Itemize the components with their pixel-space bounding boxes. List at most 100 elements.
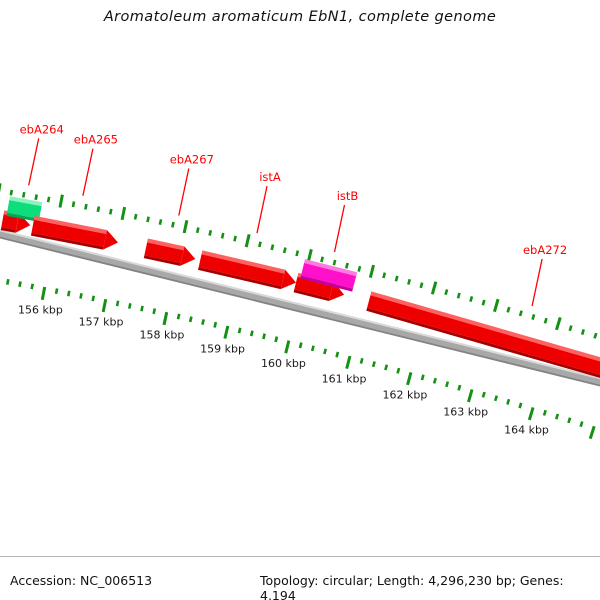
gene-body: [7, 200, 42, 219]
ruler-tick: [579, 421, 584, 428]
ruler-tick: [282, 247, 287, 254]
ruler-tick: [79, 293, 83, 299]
gene-arrowhead: [280, 269, 296, 290]
ruler-tick: [371, 361, 376, 368]
gene-bevel-top: [9, 196, 43, 207]
gene-body: [367, 295, 600, 375]
ruler-tick: [6, 279, 10, 285]
ruler-label: 157 kbp: [79, 316, 124, 329]
gene-label: ebA267: [170, 153, 214, 167]
gene-label: istB: [337, 189, 359, 203]
ruler-tick: [335, 351, 340, 358]
gene-bevel-top: [304, 259, 358, 277]
ruler-tick: [162, 311, 169, 326]
ruler-tick: [406, 372, 413, 386]
ruler-tick: [237, 327, 242, 334]
ruler-tick: [384, 364, 389, 371]
ruler-tick: [0, 183, 2, 193]
gene-arrowhead: [180, 246, 196, 266]
backbone-highlight: [0, 229, 600, 380]
ruler-tick: [359, 357, 364, 364]
gene-label-leader: [82, 148, 94, 196]
ruler-tick: [407, 278, 411, 285]
ruler-tick: [445, 381, 450, 388]
ruler-tick: [382, 272, 387, 279]
gene-label-leader: [178, 168, 190, 216]
ruler-tick: [46, 196, 51, 203]
gene-bevel-bottom: [293, 289, 330, 301]
ruler-tick: [128, 303, 132, 309]
ruler-tick: [249, 330, 254, 337]
accession-text: Accession: NC_006513: [10, 573, 153, 588]
ruler-tick: [394, 275, 399, 282]
upper-ruler: [0, 183, 598, 339]
ruler-tick: [133, 213, 138, 220]
genome-info-text: Topology: circular; Length: 4,296,230 bp…: [260, 573, 564, 600]
ruler-tick: [357, 265, 362, 272]
ruler-tick: [208, 230, 213, 236]
gene-body: [301, 263, 357, 289]
ruler-tick: [115, 300, 120, 307]
gene-bevel-bottom: [198, 267, 282, 290]
gene-bevel-top: [370, 291, 600, 362]
ruler-tick: [270, 244, 275, 251]
ruler-tick: [506, 398, 511, 405]
ruler-tick: [201, 319, 205, 325]
ruler-label: 162 kbp: [382, 389, 427, 402]
ruler-tick: [284, 340, 291, 354]
ruler-tick: [430, 281, 438, 295]
ruler-tick: [323, 348, 327, 355]
ruler-labels: 156 kbp 157 kbp 158 kbp 159 kbp 160 kbp 161 k…: [18, 304, 549, 437]
ruler-tick: [320, 256, 324, 263]
ruler-tick: [518, 402, 523, 409]
ruler-tick: [306, 248, 313, 263]
gene-bevel-bottom: [300, 275, 353, 292]
ruler-tick: [527, 407, 535, 421]
gene-ebA272: [366, 291, 600, 378]
ruler-tick: [419, 282, 424, 289]
gene-labels: ebA264 ebA265 ebA267 istA istB ebA272: [20, 122, 567, 307]
ruler-tick: [40, 286, 47, 301]
ruler-tick: [420, 374, 425, 381]
ruler-tick: [71, 201, 76, 208]
ruler-tick: [543, 317, 548, 324]
ruler-tick: [332, 259, 337, 266]
ruler-tick: [54, 288, 59, 295]
ruler-tick: [171, 221, 175, 228]
ruler-tick: [220, 232, 225, 239]
gene-istA: [198, 250, 296, 290]
ruler-tick: [101, 298, 108, 313]
ruler-tick: [295, 250, 300, 257]
ruler-tick: [531, 314, 536, 320]
ruler-tick: [518, 310, 523, 317]
backbone-shadow: [0, 236, 600, 387]
ruler-tick: [152, 308, 157, 315]
ruler-tick: [469, 296, 474, 302]
ruler-label: 163 kbp: [443, 406, 488, 419]
backbone-body: [0, 231, 600, 385]
gene-label: ebA264: [20, 122, 64, 136]
ruler-tick: [396, 367, 401, 374]
ruler-tick: [310, 345, 315, 352]
ruler-tick: [34, 194, 38, 201]
ruler-label: 159 kbp: [200, 342, 245, 355]
ruler-tick: [568, 325, 573, 332]
ruler-tick: [444, 289, 449, 296]
gene-body: [31, 219, 107, 247]
ruler-tick: [481, 391, 486, 398]
ruler-tick: [588, 425, 596, 440]
ruler-tick: [158, 219, 163, 225]
ruler-tick: [188, 316, 193, 323]
ruler-tick: [18, 281, 22, 288]
gene-body: [198, 254, 285, 287]
ruler-tick: [457, 384, 462, 391]
ruler-tick: [456, 292, 461, 299]
ruler-tick: [182, 220, 189, 234]
ruler-tick: [213, 321, 218, 328]
gene-body: [294, 276, 333, 299]
gene-bevel-top: [147, 238, 185, 251]
ruler-tick: [146, 216, 150, 223]
ruler-tick: [432, 377, 437, 384]
gene-arrowhead: [103, 230, 118, 250]
